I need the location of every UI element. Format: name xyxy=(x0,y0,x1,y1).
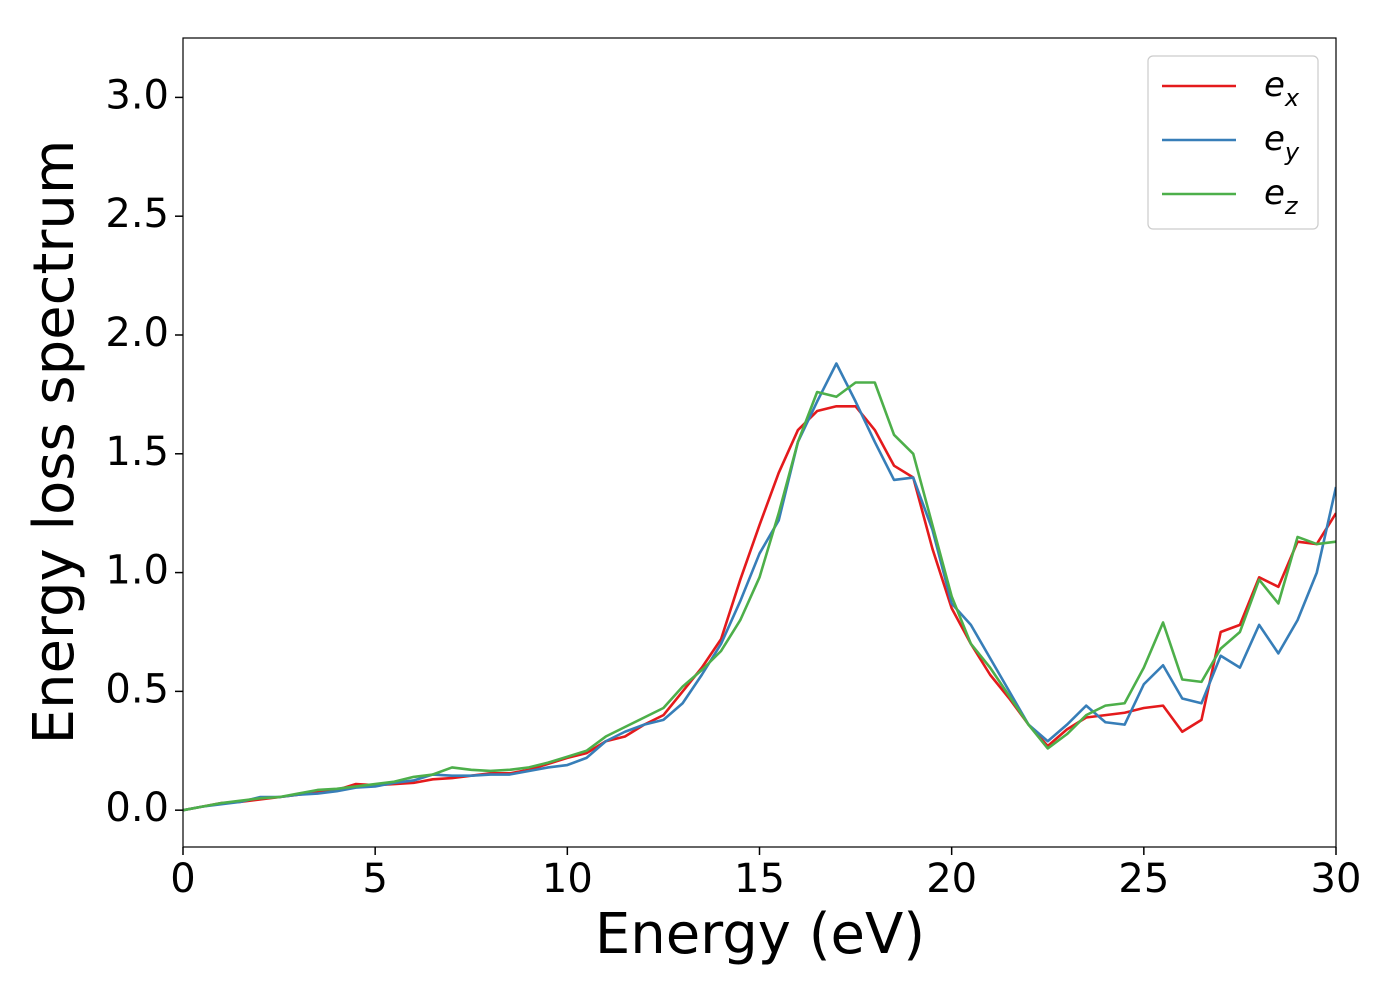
x-tick-label: 20 xyxy=(926,856,977,902)
series-line xyxy=(183,404,1336,812)
x-axis-label: Energy (eV) xyxy=(595,902,925,967)
x-tick-label: 10 xyxy=(542,856,593,902)
series-line xyxy=(183,362,1336,812)
legend-label: ey xyxy=(1264,119,1300,166)
legend-label: ex xyxy=(1264,65,1300,112)
legend-label: ez xyxy=(1264,173,1299,220)
x-tick-label: 0 xyxy=(170,856,195,902)
y-tick-label: 2.0 xyxy=(105,310,169,356)
series-line xyxy=(183,381,1336,812)
y-tick-label: 1.5 xyxy=(105,429,169,475)
x-tick-label: 25 xyxy=(1118,856,1169,902)
y-tick-label: 1.0 xyxy=(105,548,169,594)
y-tick-label: 0.0 xyxy=(105,785,169,831)
x-tick-label: 30 xyxy=(1311,856,1362,902)
plot-frame xyxy=(182,37,1337,848)
legend-box xyxy=(1147,55,1319,230)
x-tick-label: 5 xyxy=(362,856,387,902)
x-tick-label: 15 xyxy=(734,856,785,902)
y-tick-label: 2.5 xyxy=(105,191,169,237)
y-axis-label: Energy loss spectrum xyxy=(22,140,87,745)
y-tick-label: 3.0 xyxy=(105,72,169,118)
y-tick-label: 0.5 xyxy=(105,666,169,712)
